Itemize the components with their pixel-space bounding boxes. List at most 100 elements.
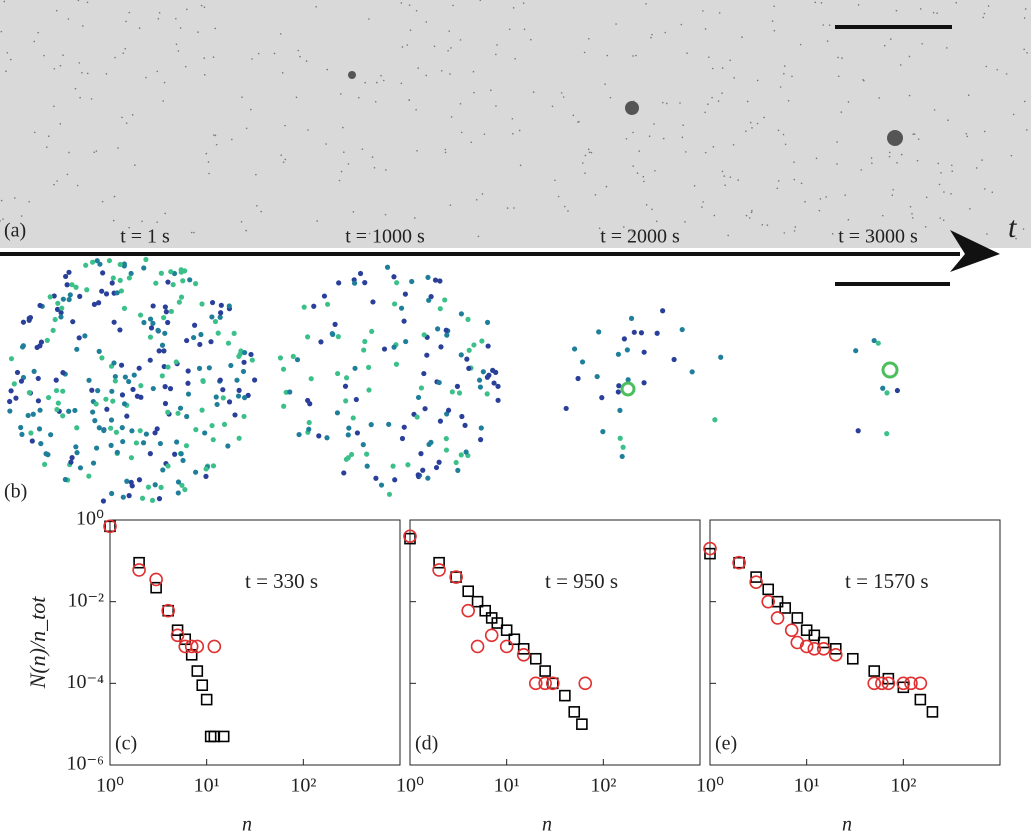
speckle [255,173,257,176]
particle [346,425,352,431]
particle [66,269,72,275]
marker-circle [816,642,831,656]
time-label: t = 2000 s [600,226,680,248]
cluster [348,71,356,79]
particle [353,396,359,403]
particle [428,294,434,300]
speckle [645,3,647,5]
particle [638,330,645,336]
particle [654,330,660,336]
speckle [921,42,923,45]
particle [463,449,469,455]
particle [128,270,134,277]
speckle [55,9,58,12]
particle [162,304,168,310]
speckle [475,198,478,201]
particle [73,284,79,290]
particle [287,389,293,395]
speckle [425,21,428,23]
particle [158,270,164,276]
particle [192,281,199,287]
speckle [783,232,786,234]
particle [182,486,188,493]
particle [277,355,284,361]
speckle [495,105,497,107]
speckle [186,8,188,11]
particle [8,388,14,394]
particle [390,463,396,469]
speckle [284,158,287,161]
marker-square [704,547,716,560]
particle [318,339,324,345]
particle [199,301,205,307]
y-tick-label: 10⁻⁴ [66,671,104,693]
speckle [86,1,89,4]
plot-frame [109,519,401,766]
speckle [773,29,776,32]
speckle [837,56,839,59]
particle [343,398,349,404]
speckle [523,28,526,31]
particle [67,292,73,298]
annotation: t = 1570 s [845,569,929,593]
particle [357,270,364,277]
particle [368,422,374,428]
marker-square [771,595,784,608]
speckle [777,180,780,182]
speckle [870,236,873,238]
marker-circle [578,676,593,691]
particle [13,395,19,401]
speckle [190,231,193,234]
speckle [721,92,723,94]
particle [147,451,153,457]
particle [478,425,484,431]
speckle [704,111,706,114]
particle [405,462,411,468]
speckle [908,94,911,97]
speckle [737,179,739,181]
speckle [951,170,954,173]
speckle [483,133,486,136]
speckle [449,73,451,75]
speckle [804,200,806,203]
particle [198,331,204,338]
speckle [125,20,127,23]
particle [485,343,491,349]
marker-square [817,636,830,649]
speckle [588,151,591,154]
particle [161,315,167,321]
marker-square [479,604,492,617]
particle [476,377,483,383]
particle [100,498,107,504]
speckle [917,138,920,140]
speckle [10,58,12,61]
speckle [375,81,378,84]
speckle [245,127,248,130]
speckle [857,4,860,6]
speckle [444,148,447,151]
particle [301,304,307,310]
particle [63,273,69,280]
marker-square [104,520,116,533]
speckle [450,116,453,118]
speckle [567,210,569,212]
speckle [578,120,580,123]
panel-label: (b) [4,481,27,503]
particle [462,422,468,428]
particle [111,360,117,366]
speckle [74,87,77,90]
speckle [448,30,451,32]
speckle [3,0,6,3]
particle [196,365,203,371]
panel-label: (c) [115,733,137,755]
speckle [134,164,136,166]
particle [364,463,370,469]
particle [90,409,96,415]
speckle [251,58,253,60]
particle [418,451,424,457]
speckle [966,135,969,138]
particle [172,451,178,457]
x-tick-label: 10⁰ [696,775,724,797]
speckle [584,172,586,175]
